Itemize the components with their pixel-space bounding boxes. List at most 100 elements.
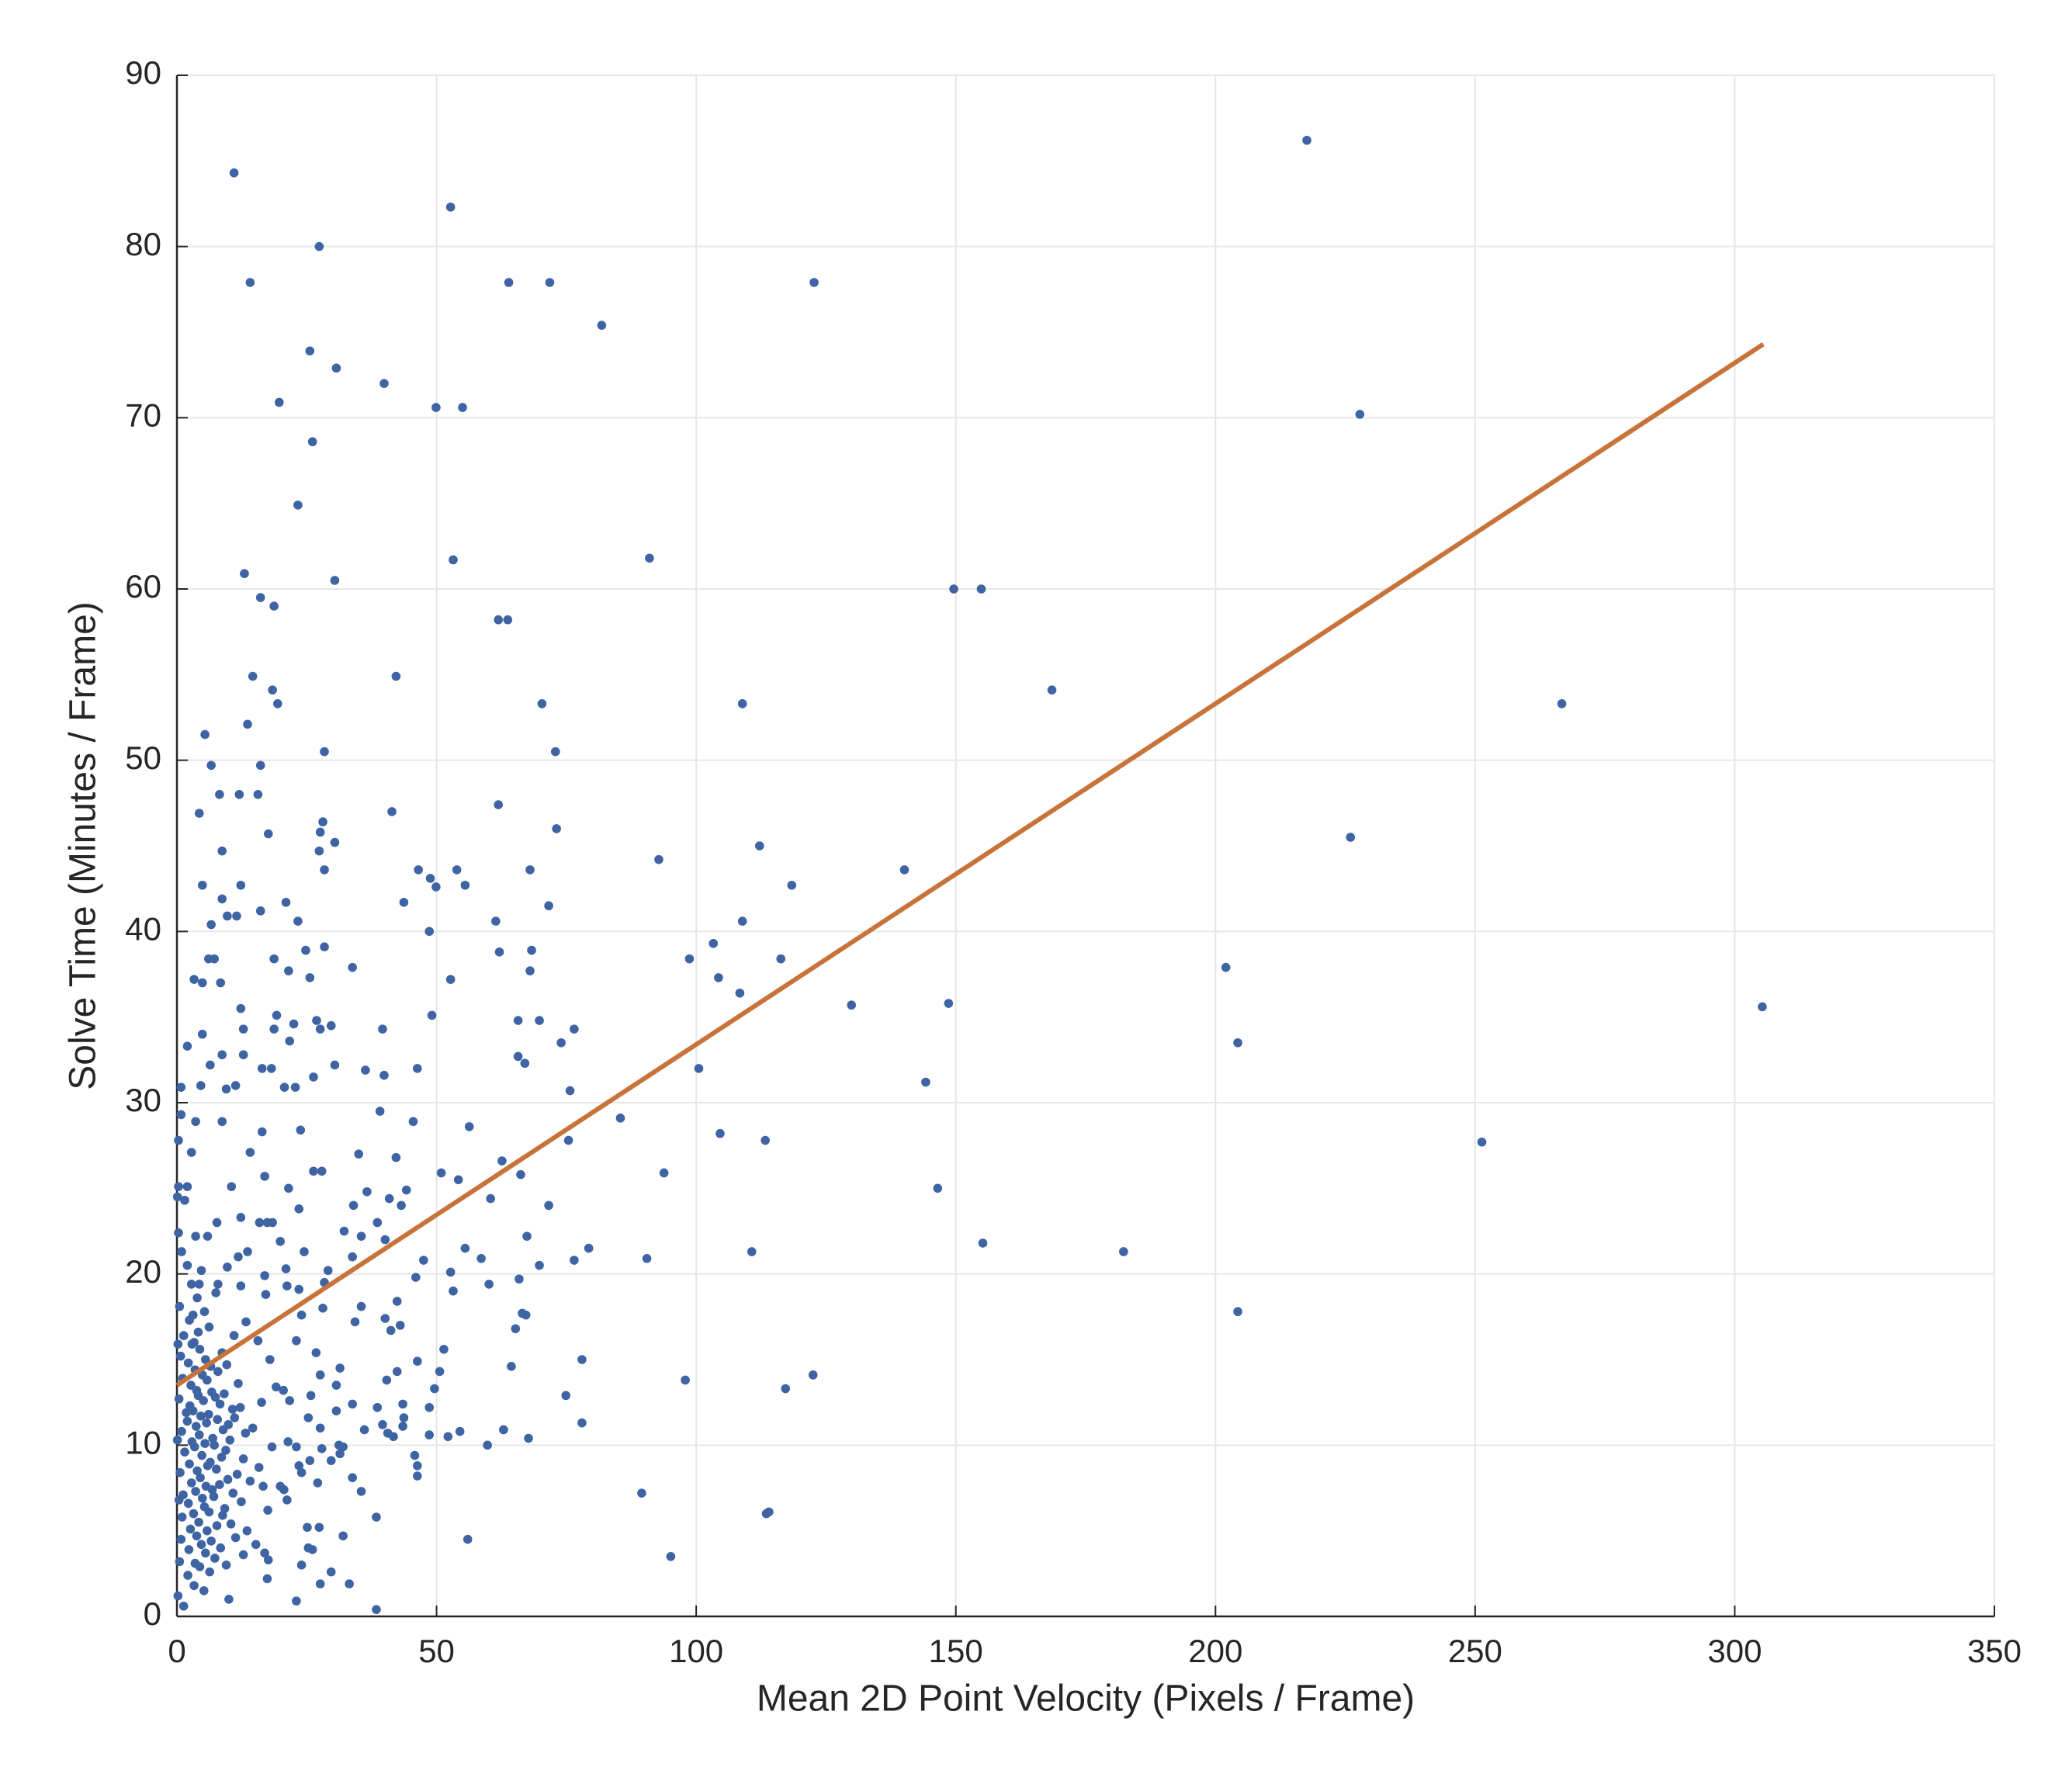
point (194, 1280, 204, 1289)
x-tick-label: 100 (669, 1633, 723, 1669)
point (254, 1463, 264, 1472)
point (431, 403, 441, 412)
point (238, 1024, 248, 1034)
point (178, 1331, 189, 1340)
point (642, 1254, 652, 1263)
point (253, 1335, 263, 1346)
point (577, 1418, 587, 1428)
point (577, 1355, 587, 1364)
point (176, 1110, 186, 1120)
point (197, 1493, 207, 1503)
point (387, 807, 397, 816)
point (949, 584, 958, 594)
point (191, 1422, 201, 1431)
point (570, 1024, 579, 1034)
point (356, 1301, 366, 1311)
point (597, 320, 607, 330)
point (215, 1399, 225, 1409)
point (203, 1526, 212, 1536)
point (565, 1086, 575, 1096)
point (197, 1450, 206, 1460)
point (1346, 833, 1356, 842)
point (303, 1413, 314, 1422)
point (335, 1363, 345, 1373)
point (315, 827, 325, 837)
y-tick-label: 30 (125, 1082, 161, 1118)
point (186, 1148, 196, 1157)
point (174, 1135, 183, 1145)
point (899, 865, 910, 875)
point (933, 1183, 943, 1193)
point (197, 978, 207, 988)
point (544, 901, 553, 911)
point (354, 1149, 364, 1159)
point (507, 1362, 516, 1371)
point (175, 1301, 185, 1311)
point (312, 1016, 321, 1025)
point (234, 1252, 243, 1262)
point (284, 966, 293, 975)
point (293, 916, 303, 926)
point (372, 1218, 383, 1228)
point (411, 1273, 421, 1282)
point (234, 790, 244, 799)
point (189, 1442, 199, 1452)
point (430, 1384, 439, 1394)
point (460, 1243, 470, 1253)
point (637, 1488, 646, 1498)
point (257, 1398, 266, 1407)
point (178, 1601, 189, 1611)
point (177, 1512, 187, 1522)
point (296, 1561, 307, 1570)
point (236, 1213, 246, 1222)
point (384, 1193, 394, 1204)
point (230, 1533, 241, 1543)
point (306, 1391, 316, 1401)
point (205, 1567, 214, 1577)
point (283, 1437, 293, 1446)
point (216, 978, 226, 988)
point (210, 1440, 219, 1450)
point (284, 1183, 293, 1193)
point (215, 1480, 224, 1489)
point (206, 1536, 216, 1546)
point (236, 1281, 246, 1290)
point (419, 1256, 428, 1265)
point (694, 1064, 704, 1073)
point (232, 1470, 242, 1479)
x-tick-label: 150 (929, 1633, 983, 1669)
point (714, 973, 723, 982)
point (201, 1548, 210, 1558)
point (261, 1290, 271, 1299)
point (375, 1107, 385, 1116)
point (266, 1064, 276, 1073)
point (232, 911, 241, 921)
point (378, 1024, 387, 1034)
point (413, 1064, 422, 1073)
point (176, 1083, 186, 1092)
point (520, 1058, 530, 1069)
point (301, 945, 310, 955)
point (245, 1476, 255, 1486)
point (334, 1440, 344, 1450)
point (224, 1595, 234, 1604)
point (307, 1545, 317, 1554)
point (345, 1579, 354, 1588)
point (180, 1447, 189, 1457)
point (300, 1247, 309, 1256)
point (183, 1358, 193, 1368)
point (348, 1399, 357, 1409)
point (398, 1422, 407, 1431)
x-tick-label: 50 (418, 1633, 455, 1669)
point (223, 1474, 233, 1484)
point (535, 1260, 544, 1270)
point (399, 898, 409, 907)
point (356, 1487, 366, 1496)
point (192, 1531, 202, 1541)
point (236, 1003, 246, 1013)
point (238, 1550, 248, 1560)
point (494, 615, 503, 625)
point (303, 1523, 312, 1533)
point (494, 947, 504, 957)
